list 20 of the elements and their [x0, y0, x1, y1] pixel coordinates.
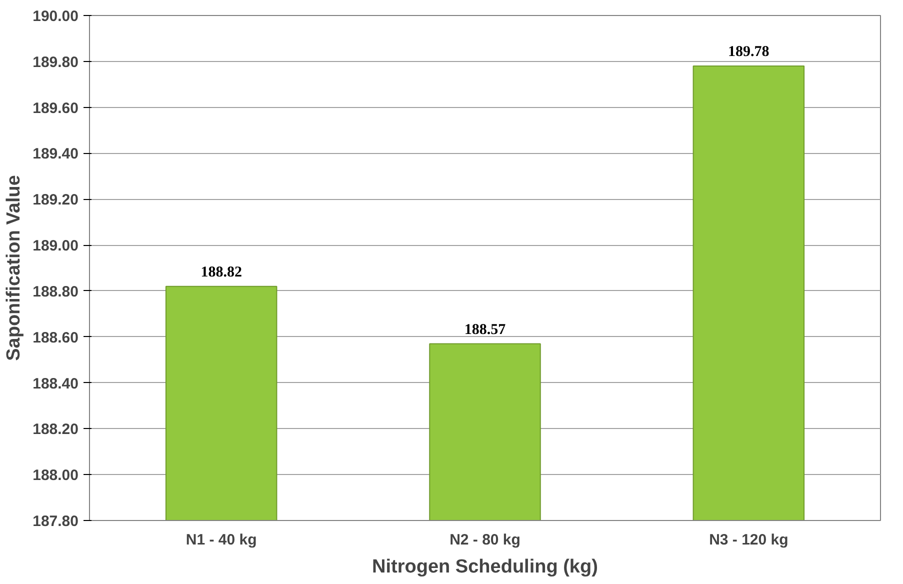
- data-label: 188.57: [464, 322, 506, 338]
- y-tick-label: 188.40: [32, 375, 79, 392]
- x-tick-label: N2 - 80 kg: [450, 532, 520, 548]
- x-tick-label: N1 - 40 kg: [186, 532, 257, 548]
- x-tick-label: N3 - 120 kg: [709, 532, 788, 548]
- y-tick-label: 188.80: [32, 283, 79, 300]
- y-tick-label: 189.00: [32, 238, 79, 255]
- y-tick-label: 189.60: [32, 100, 79, 117]
- x-axis-title: Nitrogen Scheduling (kg): [372, 556, 598, 578]
- y-tick-label: 187.80: [32, 513, 79, 530]
- y-tick-label: 188.00: [32, 467, 79, 484]
- y-axis-title: Saponification Value: [4, 175, 25, 361]
- y-tick-label: 190.00: [32, 8, 79, 25]
- data-label: 188.82: [200, 264, 242, 280]
- y-tick-label: 189.40: [32, 146, 79, 163]
- data-label: 189.78: [728, 44, 770, 60]
- y-tick-label: 189.80: [32, 54, 79, 71]
- y-tick-label: 189.20: [32, 192, 79, 209]
- y-tick-label: 188.20: [32, 421, 79, 438]
- y-tick-label: 188.60: [32, 329, 79, 346]
